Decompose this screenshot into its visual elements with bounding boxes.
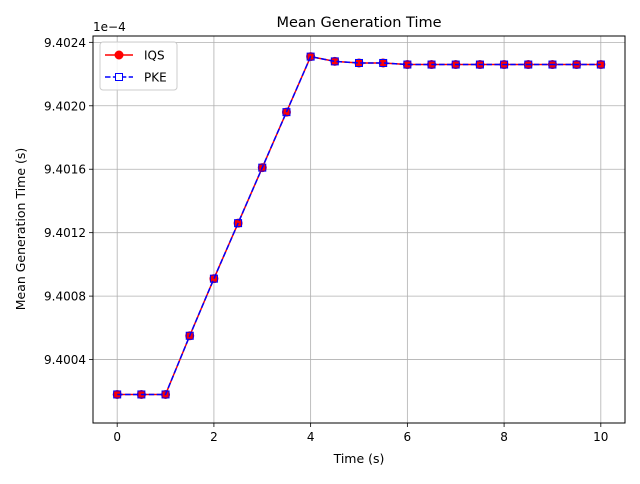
y-tick-label: 9.4020 [44, 99, 86, 113]
pke-point [572, 60, 581, 69]
legend: IQS PKE [99, 41, 178, 91]
axes-frame [92, 35, 626, 424]
x-tick-label: 2 [210, 430, 218, 444]
pke-point [524, 60, 533, 69]
pke-point [330, 57, 339, 66]
legend-pke-label: PKE [144, 71, 167, 85]
x-tick-label: 0 [113, 430, 121, 444]
y-axis-label: Mean Generation Time (s) [13, 148, 28, 311]
pke-point [548, 60, 557, 69]
y-axis-offset-label: 1e−4 [93, 20, 126, 34]
pke-point [185, 331, 194, 340]
x-axis-label: Time (s) [333, 451, 385, 466]
pke-point [427, 60, 436, 69]
pke-point [258, 163, 267, 172]
x-tick-label: 4 [307, 430, 315, 444]
y-tick-label: 9.4016 [44, 163, 86, 177]
series-layer [112, 52, 606, 399]
y-tick-label: 9.4004 [44, 353, 86, 367]
pke-point [306, 52, 315, 61]
legend-iqs-label: IQS [144, 49, 165, 63]
pke-point [113, 390, 122, 399]
pke-point [137, 390, 146, 399]
pke-point [209, 274, 218, 283]
pke-point [500, 60, 509, 69]
x-tick-label: 10 [593, 430, 608, 444]
y-tick-label: 9.4012 [44, 226, 86, 240]
pke-point [451, 60, 460, 69]
y-tick-label: 9.4008 [44, 290, 86, 304]
pke-point [475, 60, 484, 69]
pke-point [379, 58, 388, 67]
pke-point [355, 58, 363, 67]
ticks: 0 2 4 6 8 10 9.4004 9.4008 9.4012 9.4016 9.4020 9.4… [44, 36, 608, 444]
pke-point [234, 219, 243, 228]
pke-point [596, 60, 605, 69]
legend-iqs-marker [114, 50, 124, 60]
pke-series-line [117, 55, 601, 396]
iqs-point [281, 107, 291, 117]
grid [93, 36, 625, 423]
legend-pke-marker [115, 73, 123, 81]
pke-point [282, 108, 291, 117]
pke-point [403, 60, 412, 69]
chart-title: Mean Generation Time [276, 15, 441, 31]
x-tick-label: 6 [404, 430, 412, 444]
x-tick-label: 8 [500, 430, 508, 444]
y-tick-label: 9.4024 [44, 36, 86, 50]
pke-point [161, 390, 170, 399]
